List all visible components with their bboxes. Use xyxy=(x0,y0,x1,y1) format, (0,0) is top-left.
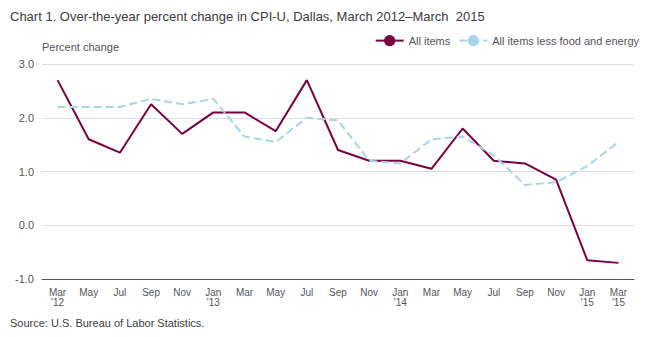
svg-text:'15: '15 xyxy=(612,297,625,308)
svg-text:Jul: Jul xyxy=(113,287,126,298)
svg-text:Sep: Sep xyxy=(516,287,534,298)
svg-text:May: May xyxy=(453,287,472,298)
svg-text:All items: All items xyxy=(409,35,451,47)
svg-text:3.0: 3.0 xyxy=(19,58,34,70)
svg-text:Mar: Mar xyxy=(423,287,441,298)
svg-text:0.0: 0.0 xyxy=(19,219,34,231)
svg-text:Mar: Mar xyxy=(236,287,254,298)
svg-text:Sep: Sep xyxy=(142,287,160,298)
svg-text:Nov: Nov xyxy=(547,287,565,298)
svg-text:May: May xyxy=(266,287,285,298)
svg-text:2.0: 2.0 xyxy=(19,112,34,124)
svg-text:Chart 1. Over-the-year percent: Chart 1. Over-the-year percent change in… xyxy=(10,9,485,24)
svg-text:'13: '13 xyxy=(207,297,220,308)
svg-text:Source: U.S. Bureau of Labor S: Source: U.S. Bureau of Labor Statistics. xyxy=(10,317,204,329)
svg-text:Jan: Jan xyxy=(579,286,596,298)
svg-text:Jul: Jul xyxy=(487,287,500,298)
svg-text:Nov: Nov xyxy=(360,287,378,298)
svg-text:1.0: 1.0 xyxy=(19,166,34,178)
svg-text:Jan: Jan xyxy=(205,286,222,298)
svg-text:'12: '12 xyxy=(51,297,64,308)
svg-text:Nov: Nov xyxy=(173,287,191,298)
svg-text:'15: '15 xyxy=(581,297,594,308)
svg-text:Mar: Mar xyxy=(49,286,67,298)
svg-text:All items less food and energy: All items less food and energy xyxy=(492,35,639,47)
svg-text:-1.0: -1.0 xyxy=(15,273,34,285)
svg-text:'14: '14 xyxy=(394,297,407,308)
svg-text:Jan: Jan xyxy=(392,286,409,298)
svg-text:Percent change: Percent change xyxy=(42,41,119,53)
svg-text:May: May xyxy=(79,287,98,298)
svg-text:Jul: Jul xyxy=(300,287,313,298)
svg-text:Mar: Mar xyxy=(609,286,627,298)
svg-text:Sep: Sep xyxy=(329,287,347,298)
